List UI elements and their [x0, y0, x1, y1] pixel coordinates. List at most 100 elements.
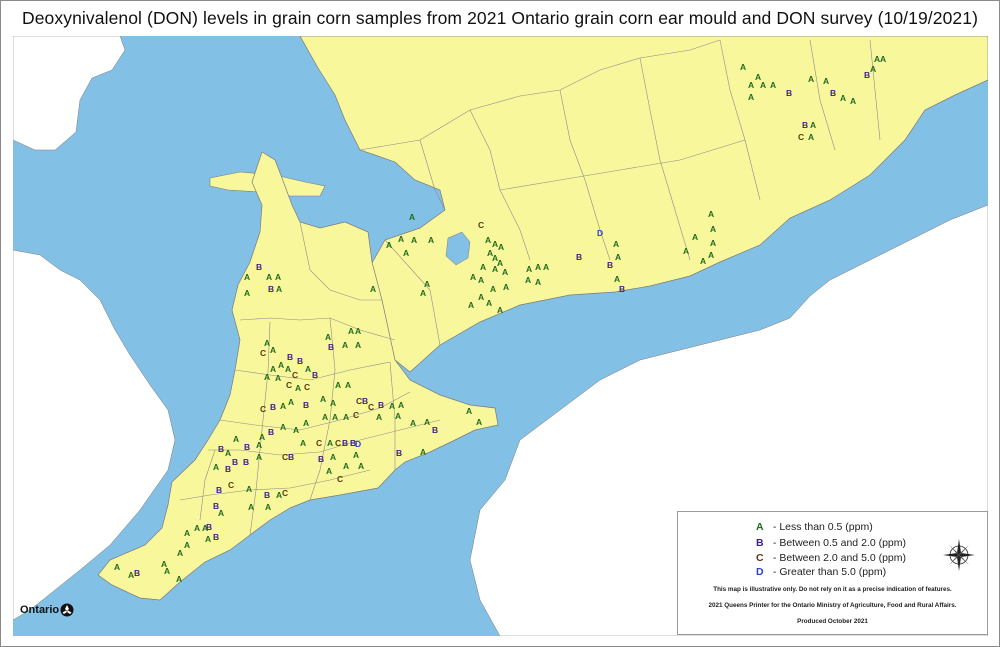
sample-marker-b: B — [830, 88, 836, 98]
legend-label-d: - Greater than 5.0 (ppm) — [772, 566, 887, 578]
sample-marker-a: A — [480, 262, 486, 272]
land-southern-ontario — [97, 151, 499, 601]
sample-marker-a: A — [748, 80, 754, 90]
legend-code-d: D — [756, 566, 764, 578]
sample-marker-b: B — [312, 370, 318, 380]
sample-marker-a: A — [708, 250, 714, 260]
legend-code-c: C — [756, 552, 764, 564]
sample-marker-a: A — [177, 548, 183, 558]
sample-marker-a: A — [395, 411, 401, 421]
sample-marker-b: B — [213, 532, 219, 542]
sample-marker-a: A — [755, 72, 761, 82]
sample-marker-a: A — [256, 452, 262, 462]
sample-marker-d: D — [597, 228, 603, 238]
legend-panel: A - Less than 0.5 (ppm) B - Between 0.5 … — [677, 511, 988, 635]
sample-marker-b: B — [802, 120, 808, 130]
sample-marker-a: A — [288, 397, 294, 407]
sample-marker-b: B — [362, 396, 368, 406]
sample-marker-c: C — [356, 396, 362, 406]
sample-marker-a: A — [164, 566, 170, 576]
sample-marker-a: A — [270, 345, 276, 355]
sample-marker-a: A — [424, 279, 430, 289]
sample-marker-a: A — [376, 412, 382, 422]
sample-marker-a: A — [320, 394, 326, 404]
sample-marker-a: A — [353, 450, 359, 460]
sample-marker-b: B — [213, 501, 219, 511]
sample-marker-b: B — [350, 438, 356, 448]
sample-marker-a: A — [410, 418, 416, 428]
sample-marker-c: C — [282, 452, 288, 462]
sample-marker-a: A — [420, 288, 426, 298]
land-michigan-lower — [13, 249, 176, 621]
sample-marker-b: B — [244, 442, 250, 452]
sample-marker-a: A — [213, 462, 219, 472]
sample-marker-d: D — [355, 439, 361, 449]
sample-marker-a: A — [710, 238, 716, 248]
sample-marker-a: A — [409, 212, 415, 222]
sample-marker-a: A — [278, 360, 284, 370]
sample-marker-a: A — [614, 274, 620, 284]
lake-simcoe — [445, 231, 471, 266]
sample-marker-a: A — [275, 373, 281, 383]
sample-marker-b: B — [576, 252, 582, 262]
sample-marker-a: A — [370, 284, 376, 294]
sample-marker-a: A — [330, 398, 336, 408]
legend-produced: Produced October 2021 — [797, 618, 868, 625]
sample-marker-b: B — [303, 400, 309, 410]
sample-marker-a: A — [184, 540, 190, 550]
legend-label-c: - Between 2.0 and 5.0 (ppm) — [772, 552, 906, 564]
sample-marker-c: C — [260, 404, 266, 414]
legend-copyright: 2021 Queens Printer for the Ontario Mini… — [708, 602, 957, 609]
sample-marker-a: A — [485, 235, 491, 245]
sample-marker-a: A — [276, 284, 282, 294]
sample-marker-a: A — [476, 417, 482, 427]
sample-marker-c: C — [368, 402, 374, 412]
sample-marker-a: A — [808, 74, 814, 84]
sample-marker-a: A — [478, 292, 484, 302]
sample-marker-a: A — [502, 267, 508, 277]
sample-marker-b: B — [328, 342, 334, 352]
sample-marker-a: A — [498, 242, 504, 252]
sample-marker-a: A — [325, 332, 331, 342]
sample-marker-b: B — [134, 568, 140, 578]
sample-marker-a: A — [266, 272, 272, 282]
sample-marker-a: A — [535, 277, 541, 287]
sample-marker-c: C — [304, 382, 310, 392]
sample-marker-a: A — [492, 253, 498, 263]
legend-label-b: - Between 0.5 and 2.0 (ppm) — [772, 537, 906, 549]
sample-marker-a: A — [330, 452, 336, 462]
boundary-lines — [179, 39, 881, 536]
sample-marker-a: A — [874, 54, 880, 64]
land-michigan — [13, 36, 126, 151]
legend-item-b: B - Between 0.5 and 2.0 (ppm) — [756, 537, 906, 549]
sample-marker-a: A — [244, 272, 250, 282]
sample-marker-a: A — [161, 559, 167, 569]
sample-marker-b: B — [256, 262, 262, 272]
sample-marker-a: A — [280, 422, 286, 432]
sample-marker-a: A — [264, 372, 270, 382]
sample-marker-a: A — [343, 412, 349, 422]
sample-marker-b: B — [378, 400, 384, 410]
sample-marker-a: A — [295, 383, 301, 393]
sample-marker-a: A — [386, 240, 392, 250]
sample-marker-a: A — [345, 380, 351, 390]
sample-marker-a: A — [403, 248, 409, 258]
sample-marker-a: A — [285, 364, 291, 374]
sample-marker-c: C — [353, 410, 359, 420]
sample-marker-c: C — [335, 438, 341, 448]
sample-marker-a: A — [114, 562, 120, 572]
legend-disclaimer: This map is illustrative only. Do not re… — [713, 586, 952, 593]
sample-marker-a: A — [305, 364, 311, 374]
sample-marker-c: C — [337, 474, 343, 484]
sample-marker-a: A — [525, 275, 531, 285]
sample-marker-b: B — [607, 260, 613, 270]
sample-marker-a: A — [543, 262, 549, 272]
sample-marker-a: A — [770, 80, 776, 90]
sample-marker-a: A — [259, 432, 265, 442]
sample-marker-a: A — [470, 272, 476, 282]
sample-marker-b: B — [287, 352, 293, 362]
sample-marker-a: A — [411, 235, 417, 245]
sample-marker-a: A — [424, 417, 430, 427]
sample-marker-b: B — [216, 485, 222, 495]
